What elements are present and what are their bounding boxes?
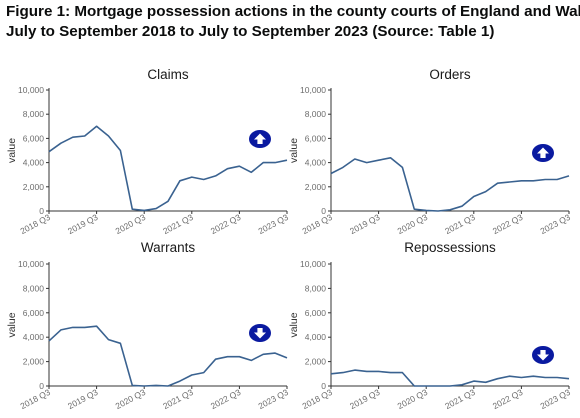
y-axis-label: value <box>6 312 18 337</box>
x-tick-label: 2020 Q3 <box>396 387 430 411</box>
arrow-up-icon <box>249 130 271 148</box>
panel-title: Warrants <box>141 240 196 255</box>
y-tick-label: 6,000 <box>23 308 45 318</box>
badge-arrow <box>537 147 549 158</box>
x-tick-label: 2018 Q3 <box>300 387 334 411</box>
x-tick-label: 2019 Q3 <box>348 212 382 236</box>
x-tick-label: 2018 Q3 <box>18 212 52 236</box>
chart-panel-orders: Orders value 0 2,000 4,000 6,000 8,000 10,000 20… <box>288 67 572 236</box>
chart-panel-repossessions: Repossessions value 0 2,000 4,000 6,000 8,000 1… <box>288 240 572 411</box>
x-tick-label: 2021 Q3 <box>161 212 195 236</box>
y-axis-label: value <box>288 138 300 163</box>
badge-arrow <box>254 328 266 339</box>
x-tick-label: 2022 Q3 <box>209 212 243 236</box>
x-tick-label: 2023 Q3 <box>256 387 290 411</box>
y-axis-label: value <box>6 138 18 163</box>
y-tick-label: 4,000 <box>23 332 45 342</box>
y-tick-label: 8,000 <box>305 109 327 119</box>
y-tick-label: 0 <box>321 381 326 391</box>
arrow-down-icon <box>532 346 554 364</box>
x-tick-label: 2019 Q3 <box>66 212 100 236</box>
y-tick-label: 6,000 <box>23 133 45 143</box>
y-tick-label: 4,000 <box>23 158 45 168</box>
badge-arrow <box>537 350 549 361</box>
y-tick-label: 2,000 <box>305 357 327 367</box>
x-tick-label: 2021 Q3 <box>443 387 477 411</box>
figure-title-line-2: July to September 2018 to July to Septem… <box>6 22 495 40</box>
x-tick-label: 2022 Q3 <box>491 387 525 411</box>
panel-title: Claims <box>147 67 189 82</box>
series-line-claims <box>48 125 288 212</box>
y-axis-label: value <box>288 312 300 337</box>
x-tick-label: 2023 Q3 <box>256 212 290 236</box>
y-tick-label: 2,000 <box>305 182 327 192</box>
x-tick-label: 2021 Q3 <box>161 387 195 411</box>
y-tick-label: 6,000 <box>305 308 327 318</box>
x-tick-label: 2020 Q3 <box>114 387 148 411</box>
chart-panel-warrants: Warrants value 0 2,000 4,000 6,000 8,000 10,000… <box>6 240 290 411</box>
y-tick-label: 4,000 <box>305 332 327 342</box>
x-tick-label: 2020 Q3 <box>396 212 430 236</box>
x-tick-label: 2023 Q3 <box>538 212 572 236</box>
y-tick-label: 10,000 <box>300 85 326 95</box>
x-tick-label: 2021 Q3 <box>443 212 477 236</box>
y-tick-label: 10,000 <box>18 85 44 95</box>
x-tick-label: 2019 Q3 <box>66 387 100 411</box>
x-tick-label: 2019 Q3 <box>348 387 382 411</box>
x-tick-label: 2022 Q3 <box>491 212 525 236</box>
x-tick-label: 2018 Q3 <box>300 212 334 236</box>
y-tick-label: 0 <box>39 381 44 391</box>
figure-title-line-1: Figure 1: Mortgage possession actions in… <box>6 3 580 20</box>
badge-arrow <box>254 133 266 144</box>
x-tick-label: 2018 Q3 <box>18 387 52 411</box>
panel-title: Repossessions <box>404 240 496 255</box>
arrow-down-icon <box>249 324 271 342</box>
x-tick-label: 2020 Q3 <box>114 212 148 236</box>
y-tick-label: 2,000 <box>23 182 45 192</box>
y-tick-label: 0 <box>321 206 326 216</box>
y-tick-label: 8,000 <box>23 109 45 119</box>
x-tick-label: 2022 Q3 <box>209 387 243 411</box>
y-tick-label: 4,000 <box>305 158 327 168</box>
figure-title: Figure 1: Mortgage possession actions in… <box>6 2 580 41</box>
series-line-warrants <box>48 325 288 387</box>
arrow-up-icon <box>532 144 554 162</box>
series-line-repossessions <box>330 369 570 387</box>
panel-title: Orders <box>429 67 471 82</box>
series-line-orders <box>330 157 570 212</box>
y-tick-label: 2,000 <box>23 357 45 367</box>
y-tick-label: 8,000 <box>23 283 45 293</box>
y-tick-label: 8,000 <box>305 283 327 293</box>
y-tick-label: 10,000 <box>300 259 326 269</box>
y-tick-label: 0 <box>39 206 44 216</box>
chart-panel-claims: Claims value 0 2,000 4,000 6,000 8,000 10,000 20… <box>6 67 290 236</box>
y-tick-label: 10,000 <box>18 259 44 269</box>
y-tick-label: 6,000 <box>305 133 327 143</box>
x-tick-label: 2023 Q3 <box>538 387 572 411</box>
